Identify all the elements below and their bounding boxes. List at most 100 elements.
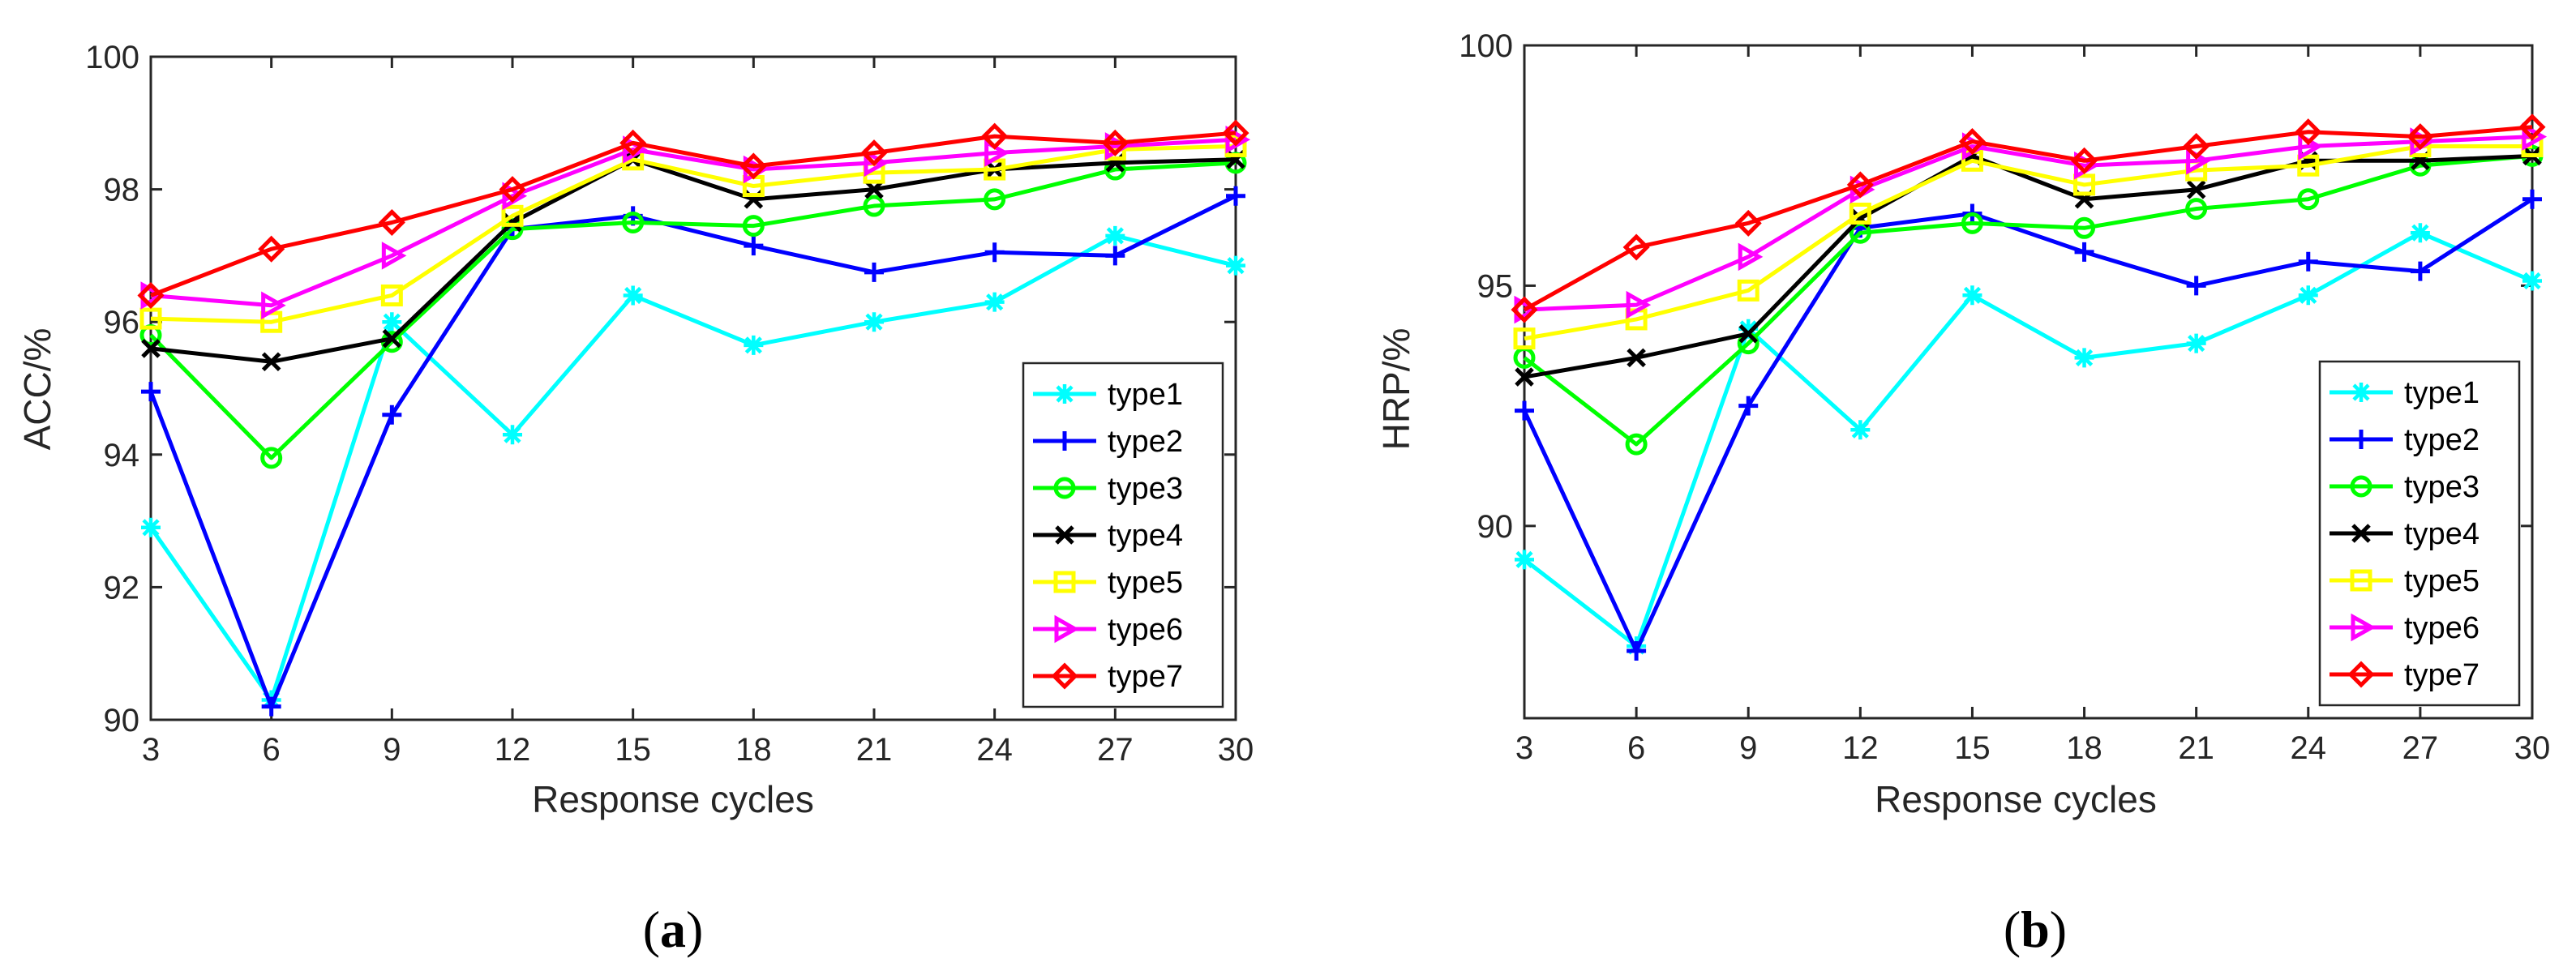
panel-a-point-type2	[744, 236, 764, 256]
panel-a-caption: (a)	[643, 901, 704, 958]
panel-a-point-type1	[984, 292, 1005, 312]
panel-b-legend-label-type5: type5	[2404, 564, 2480, 598]
panel-a-xtick-label: 9	[383, 732, 401, 768]
panel-a-point-type1	[623, 285, 643, 306]
panel-b-point-type2	[1627, 641, 1647, 661]
panel-b-point-type5	[1513, 327, 1536, 350]
panel-a-point-type2	[1226, 186, 1245, 206]
panel-b-legend-marker-type2	[2351, 430, 2371, 449]
panel-a-legend-label-type3: type3	[1108, 472, 1183, 506]
panel-a-legend: type1 type2 type3 type4 type5 type6 type7	[1022, 362, 1224, 708]
panel-a-point-type2	[261, 696, 281, 717]
panel-b-point-type1	[1962, 285, 1982, 306]
panel-b-point-type7	[2407, 123, 2434, 151]
panel-b-xtick-label: 3	[1515, 730, 1533, 766]
panel-a-point-type2	[382, 404, 402, 425]
panel-a-point-type3	[984, 188, 1006, 211]
panel-a-xtick-label: 30	[1218, 732, 1254, 768]
panel-a-legend-label-type2: type2	[1108, 425, 1183, 459]
panel-b-point-type1	[2410, 223, 2430, 243]
panel-b-point-type7	[2518, 113, 2546, 141]
panel-a-series-line-type4	[150, 157, 1237, 364]
panel-a-ytick-label: 90	[104, 703, 140, 738]
panel-a-point-type3	[260, 447, 283, 469]
panel-a-ytick-label: 92	[104, 570, 140, 606]
panel-a-xtick-label: 15	[615, 732, 651, 768]
panel-b-point-type6	[2522, 122, 2548, 151]
panel-a-xtick-label: 6	[263, 732, 281, 768]
panel-a-series-type7	[137, 119, 1249, 310]
panel-b-point-type2	[1515, 400, 1534, 421]
panel-b-point-type2	[1738, 396, 1759, 416]
panel-a-legend-marker-type6	[1054, 614, 1080, 644]
panel-b-point-type2	[2074, 242, 2094, 262]
panel-a-point-type7	[378, 208, 405, 237]
panel-a-series-type3	[139, 152, 1247, 469]
panel-a-point-type1	[503, 425, 522, 445]
panel-a-legend-marker-type5	[1053, 571, 1076, 593]
panel-a-point-type6	[864, 148, 889, 178]
panel-b-point-type3	[2297, 188, 2320, 211]
panel-b-series-line-type6	[1524, 135, 2533, 312]
panel-a-point-type7	[258, 235, 285, 263]
panel-b-point-type7	[1734, 209, 1762, 237]
panel-a-xtick-label: 3	[142, 732, 160, 768]
panel-b-point-type2	[2410, 261, 2430, 281]
panel-a-ytick-label: 94	[104, 438, 140, 473]
panel-b-point-type2	[2298, 251, 2318, 272]
panel-b-series-line-type7	[1523, 125, 2533, 312]
panel-b-legend-label-type7: type7	[2404, 658, 2480, 692]
panel-b-point-type5	[1849, 203, 1871, 225]
panel-a-ytick-label: 98	[104, 173, 140, 208]
panel-a-point-type1	[744, 335, 764, 355]
panel-b-point-type6	[1626, 290, 1652, 319]
panel-b-point-type4	[2186, 180, 2206, 199]
panel-a-series-line-type3	[149, 160, 1237, 460]
panel-b-series-line-type1	[1523, 230, 2533, 648]
panel-b-point-type2	[2522, 189, 2542, 209]
panel-b-xtick-label: 6	[1627, 730, 1645, 766]
panel-a-series-type1	[141, 225, 1245, 710]
panel-a-point-type7	[739, 152, 767, 180]
panel-a-point-type4	[382, 328, 402, 349]
panel-b-point-type1	[1738, 319, 1759, 339]
panel-b-point-type2	[2186, 276, 2206, 296]
panel-a-xtick-label: 27	[1097, 732, 1134, 768]
panel-b-series-line-type2	[1522, 197, 2534, 653]
panel-b-xtick-label: 30	[2514, 730, 2551, 766]
panel-a-series-line-type7	[150, 131, 1237, 297]
panel-b-point-type4	[1515, 367, 1534, 387]
panel-b-point-type7	[1622, 233, 1650, 261]
panel-b-point-type4	[1627, 348, 1646, 368]
panel-b-legend-label-type6: type6	[2404, 611, 2480, 645]
panel-a-legend-label-type5: type5	[1108, 566, 1183, 600]
panel-a-legend-marker-type2	[1055, 431, 1074, 451]
panel-a-chart: 3 6 9 12 15 18 21 24 27 30 90 92 94 96 98 100 type1 type2…	[85, 40, 1254, 768]
panel-a-legend-marker-type4	[1055, 525, 1074, 545]
panel-a-point-type7	[499, 176, 526, 203]
panel-a-legend-marker-type7	[1051, 662, 1078, 690]
panel-b-legend-marker-type4	[2351, 524, 2371, 543]
panel-b-point-type3	[2073, 216, 2096, 239]
panel-b-ytick-label: 100	[1459, 28, 1513, 64]
panel-b-series-line-type5	[1524, 144, 2532, 341]
panel-a-point-type4	[141, 339, 161, 358]
panel-a-point-type1	[864, 312, 884, 332]
panel-b-point-type5	[2073, 173, 2096, 196]
panel-a-point-type7	[619, 129, 647, 156]
panel-b-xtick-label: 18	[2066, 730, 2102, 766]
panel-b-point-type7	[1958, 128, 1986, 156]
panel-b-legend-marker-type6	[2351, 613, 2377, 642]
panel-b-legend-marker-type1	[2351, 383, 2371, 402]
panel-a-xtick-label: 12	[495, 732, 531, 768]
panel-a-point-type4	[261, 352, 281, 372]
panel-b-xtick-label: 12	[1842, 730, 1879, 766]
panel-a-point-type1	[382, 312, 402, 332]
panel-b-point-type1	[1515, 550, 1534, 570]
panel-a-point-type1	[141, 517, 161, 537]
panel-a-legend-marker-type3	[1053, 477, 1076, 499]
panel-a-point-type5	[501, 204, 524, 227]
panel-b-legend-label-type3: type3	[2404, 470, 2480, 504]
panel-a-point-type7	[981, 122, 1009, 150]
